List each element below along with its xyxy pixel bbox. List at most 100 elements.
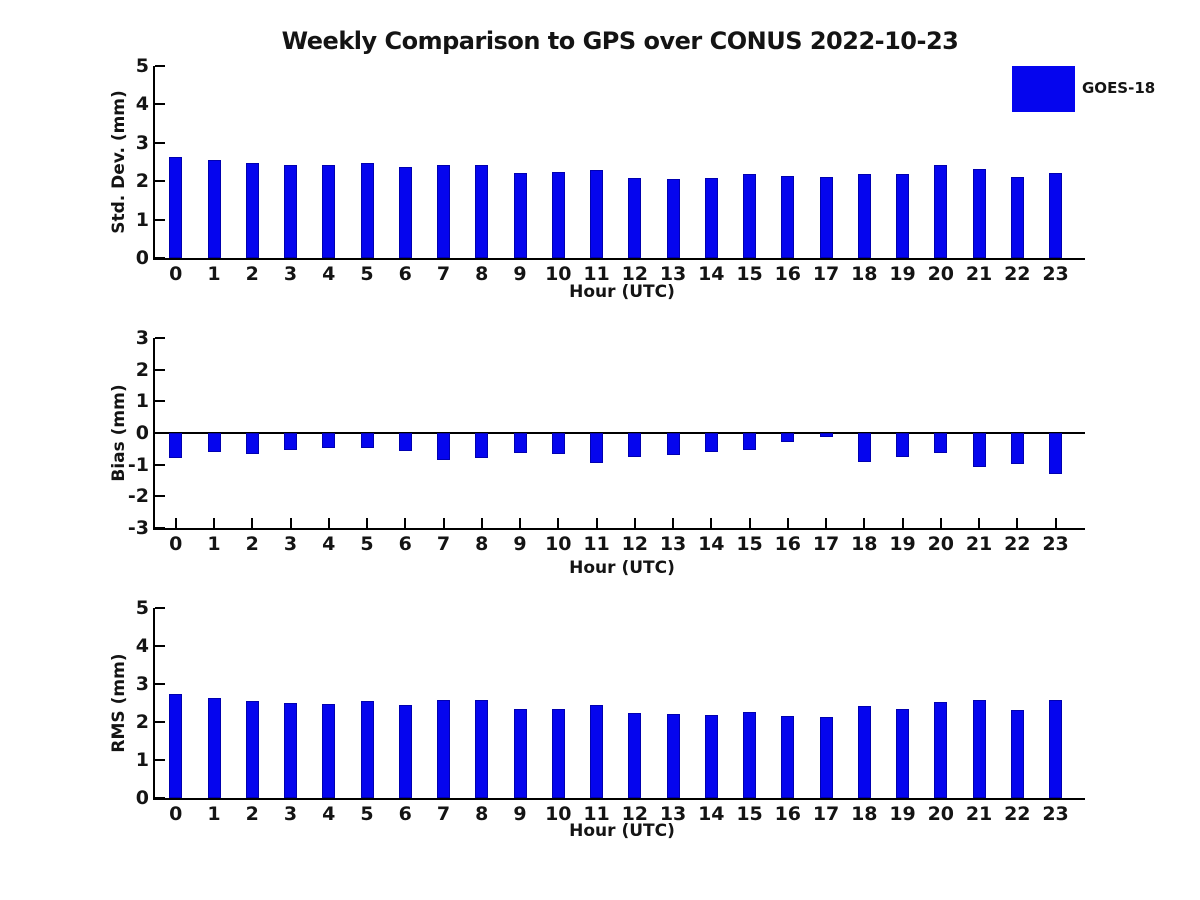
x-tick-label: 13 (659, 803, 687, 825)
bar-hour-10 (551, 171, 565, 258)
x-tick-label: 2 (245, 803, 259, 825)
x-tick-mark (442, 518, 445, 528)
x-tick-mark (174, 518, 177, 528)
y-tick-mark (155, 797, 165, 799)
bar-hour-18 (857, 173, 871, 258)
x-tick-label: 8 (475, 803, 489, 825)
y-tick-label: 2 (135, 711, 149, 733)
bar-hour-19 (896, 174, 910, 258)
y-tick-mark (155, 257, 165, 259)
x-tick-mark (289, 518, 292, 528)
x-tick-mark (825, 518, 828, 528)
y-tick-label: 5 (135, 597, 149, 619)
x-tick-label: 16 (774, 263, 802, 285)
bar-hour-4 (322, 164, 336, 258)
x-tick-label: 21 (965, 263, 993, 285)
x-tick-label: 7 (436, 533, 451, 555)
x-tick-label: 8 (475, 263, 489, 285)
bar-hour-8 (475, 433, 489, 459)
y-tick-label: -2 (127, 485, 149, 508)
y-tick-label: -3 (127, 517, 149, 539)
bar-hour-3 (284, 703, 298, 798)
bar-hour-21 (972, 699, 986, 798)
bar-hour-5 (360, 163, 374, 258)
bar-hour-11 (590, 704, 604, 798)
bar-hour-4 (322, 433, 336, 448)
bar-hour-16 (781, 715, 795, 798)
x-tick-label: 7 (436, 263, 451, 285)
bar-hour-18 (857, 433, 871, 462)
y-axis-line (153, 66, 155, 260)
y-tick-mark (155, 527, 165, 529)
x-tick-label: 9 (513, 803, 527, 825)
bar-hour-16 (781, 175, 795, 258)
x-tick-label: 6 (398, 533, 412, 555)
bar-hour-8 (475, 700, 489, 798)
x-tick-label: 15 (736, 263, 763, 285)
y-tick-label: 4 (135, 93, 149, 116)
x-tick-mark (939, 518, 942, 528)
x-tick-mark (251, 518, 254, 528)
y-tick-mark (155, 103, 165, 106)
x-tick-label: 4 (322, 533, 336, 555)
bar-hour-3 (284, 433, 298, 450)
x-tick-label: 3 (283, 263, 298, 285)
bar-hour-0 (169, 693, 183, 798)
bar-hour-11 (590, 433, 604, 463)
x-tick-mark (213, 518, 216, 528)
x-tick-label: 22 (1004, 263, 1031, 285)
x-tick-label: 2 (245, 263, 259, 285)
y-tick-mark (155, 65, 165, 67)
y-axis-line (153, 608, 155, 800)
x-tick-label: 21 (965, 533, 993, 555)
y-tick-label: 1 (135, 749, 149, 771)
x-tick-label: 1 (207, 533, 221, 555)
x-tick-label: 13 (659, 533, 687, 555)
y-tick-mark (155, 180, 165, 183)
x-tick-label: 12 (621, 533, 649, 555)
x-tick-label: 19 (889, 533, 916, 555)
x-tick-mark (748, 518, 751, 528)
x-tick-label: 2 (245, 533, 259, 555)
chart-title: Weekly Comparison to GPS over CONUS 2022… (281, 27, 959, 55)
bar-hour-19 (896, 709, 910, 798)
x-tick-label: 10 (545, 803, 572, 825)
bar-hour-8 (475, 164, 489, 258)
bar-hour-13 (666, 433, 680, 455)
bar-hour-16 (781, 433, 795, 443)
x-tick-label: 11 (583, 803, 610, 825)
x-tick-label: 14 (698, 263, 725, 285)
bar-hour-18 (857, 706, 871, 798)
x-tick-label: 10 (545, 263, 572, 285)
y-tick-label: 3 (135, 673, 149, 695)
x-tick-label: 4 (322, 263, 336, 285)
y-axis-label-rms: RMS (mm) (109, 653, 129, 753)
x-tick-label: 18 (851, 263, 878, 285)
bar-hour-2 (245, 162, 259, 258)
x-tick-label: 0 (169, 803, 183, 825)
x-tick-label: 5 (360, 803, 374, 825)
x-tick-label: 19 (889, 263, 916, 285)
bar-hour-15 (743, 173, 757, 258)
x-tick-label: 9 (513, 263, 527, 285)
legend-label: GOES-18 (1082, 79, 1156, 97)
bar-hour-1 (207, 433, 221, 452)
bar-hour-0 (169, 157, 183, 258)
y-tick-mark (155, 607, 165, 609)
x-tick-label: 22 (1004, 803, 1031, 825)
bar-hour-17 (819, 717, 833, 798)
x-tick-label: 15 (736, 533, 763, 555)
x-tick-label: 15 (736, 803, 763, 825)
x-tick-label: 14 (698, 803, 725, 825)
bar-hour-9 (513, 172, 527, 258)
bar-hour-12 (628, 433, 642, 458)
y-tick-mark (155, 683, 165, 685)
x-axis-line (153, 798, 1085, 800)
y-tick-mark (155, 645, 165, 647)
x-tick-label: 5 (360, 263, 374, 285)
y-tick-label: 0 (135, 422, 149, 444)
bar-hour-13 (666, 178, 680, 258)
x-tick-label: 14 (698, 533, 725, 555)
bar-hour-7 (437, 433, 451, 461)
x-tick-label: 0 (169, 533, 183, 555)
